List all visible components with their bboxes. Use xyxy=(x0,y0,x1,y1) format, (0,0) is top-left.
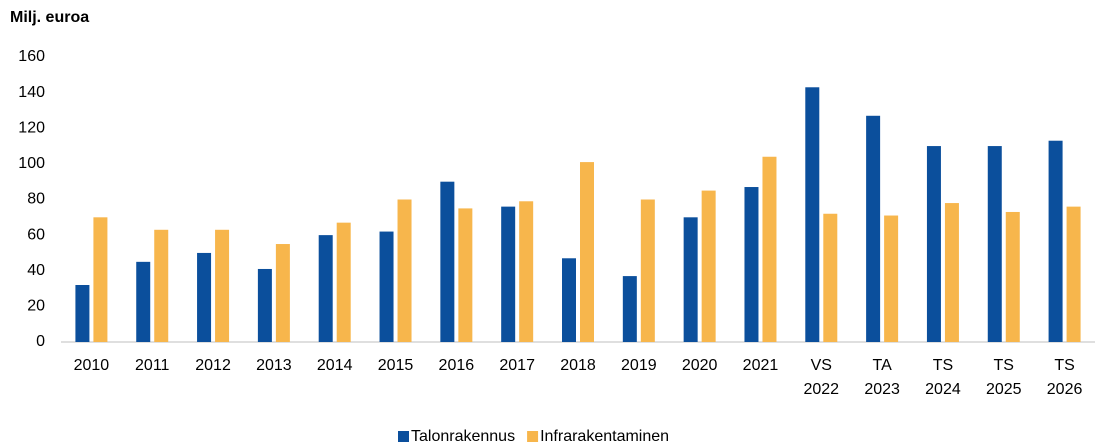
y-axis-title: Milj. euroa xyxy=(10,9,89,26)
bar xyxy=(944,203,959,342)
x-tick-label: 2010 xyxy=(74,357,110,374)
y-tick-label: 60 xyxy=(27,226,45,243)
bar xyxy=(93,217,108,342)
bar xyxy=(580,162,594,342)
bar xyxy=(562,258,576,342)
bar xyxy=(866,115,881,342)
bar xyxy=(762,156,777,342)
x-tick-label: 2019 xyxy=(621,357,657,374)
bar xyxy=(336,222,351,342)
bar xyxy=(275,244,290,342)
bar xyxy=(458,208,473,342)
y-tick-label: 40 xyxy=(27,262,45,279)
bar xyxy=(318,235,333,342)
bar xyxy=(1066,206,1081,342)
bar xyxy=(197,252,212,342)
y-tick-label: 100 xyxy=(18,155,45,172)
x-tick-label: 2011 xyxy=(135,357,170,374)
bar xyxy=(257,268,272,342)
bar xyxy=(519,201,534,342)
y-tick-label: 120 xyxy=(18,119,45,136)
y-tick-label: 140 xyxy=(18,84,45,101)
y-tick-label: 20 xyxy=(27,298,45,315)
x-tick-label: 2017 xyxy=(499,357,535,374)
bar xyxy=(640,199,655,342)
bar xyxy=(440,181,455,342)
bar xyxy=(805,87,820,342)
bar xyxy=(701,190,716,342)
bar xyxy=(136,261,151,342)
bar xyxy=(744,187,759,342)
x-tick-label: TS 2026 xyxy=(1047,357,1083,398)
bar xyxy=(1048,140,1063,342)
x-tick-label: 2016 xyxy=(439,357,475,374)
bar xyxy=(987,146,1002,342)
y-tick-label: 0 xyxy=(36,333,45,350)
bar xyxy=(397,199,412,342)
x-tick-label: TS 2024 xyxy=(925,357,961,398)
legend-label: Infrarakentaminen xyxy=(540,428,669,445)
x-tick-label: 2012 xyxy=(195,357,231,374)
bar xyxy=(215,229,230,342)
bar xyxy=(823,213,838,342)
legend-swatch xyxy=(527,431,539,442)
x-tick-label: 2014 xyxy=(317,357,353,374)
x-tick-label: 2013 xyxy=(256,357,292,374)
legend-swatch xyxy=(398,431,409,442)
bar xyxy=(683,217,698,342)
x-tick-label: 2018 xyxy=(560,357,596,374)
x-tick-label: VS 2022 xyxy=(803,357,839,398)
y-tick-label: 160 xyxy=(18,48,45,65)
x-tick-label: 2015 xyxy=(378,357,414,374)
bar xyxy=(75,285,90,342)
x-tick-label: TS 2025 xyxy=(986,357,1022,398)
x-tick-label: 2020 xyxy=(682,357,718,374)
bar xyxy=(884,215,899,342)
bar xyxy=(154,229,169,342)
bar xyxy=(622,276,637,342)
bar xyxy=(1005,211,1020,342)
x-tick-label: TA 2023 xyxy=(864,357,900,398)
bar xyxy=(379,231,394,342)
bar xyxy=(926,146,941,342)
legend-label: Talonrakennus xyxy=(411,428,515,445)
bar xyxy=(501,206,516,342)
x-tick-label: 2021 xyxy=(743,357,779,374)
y-tick-label: 80 xyxy=(27,191,45,208)
